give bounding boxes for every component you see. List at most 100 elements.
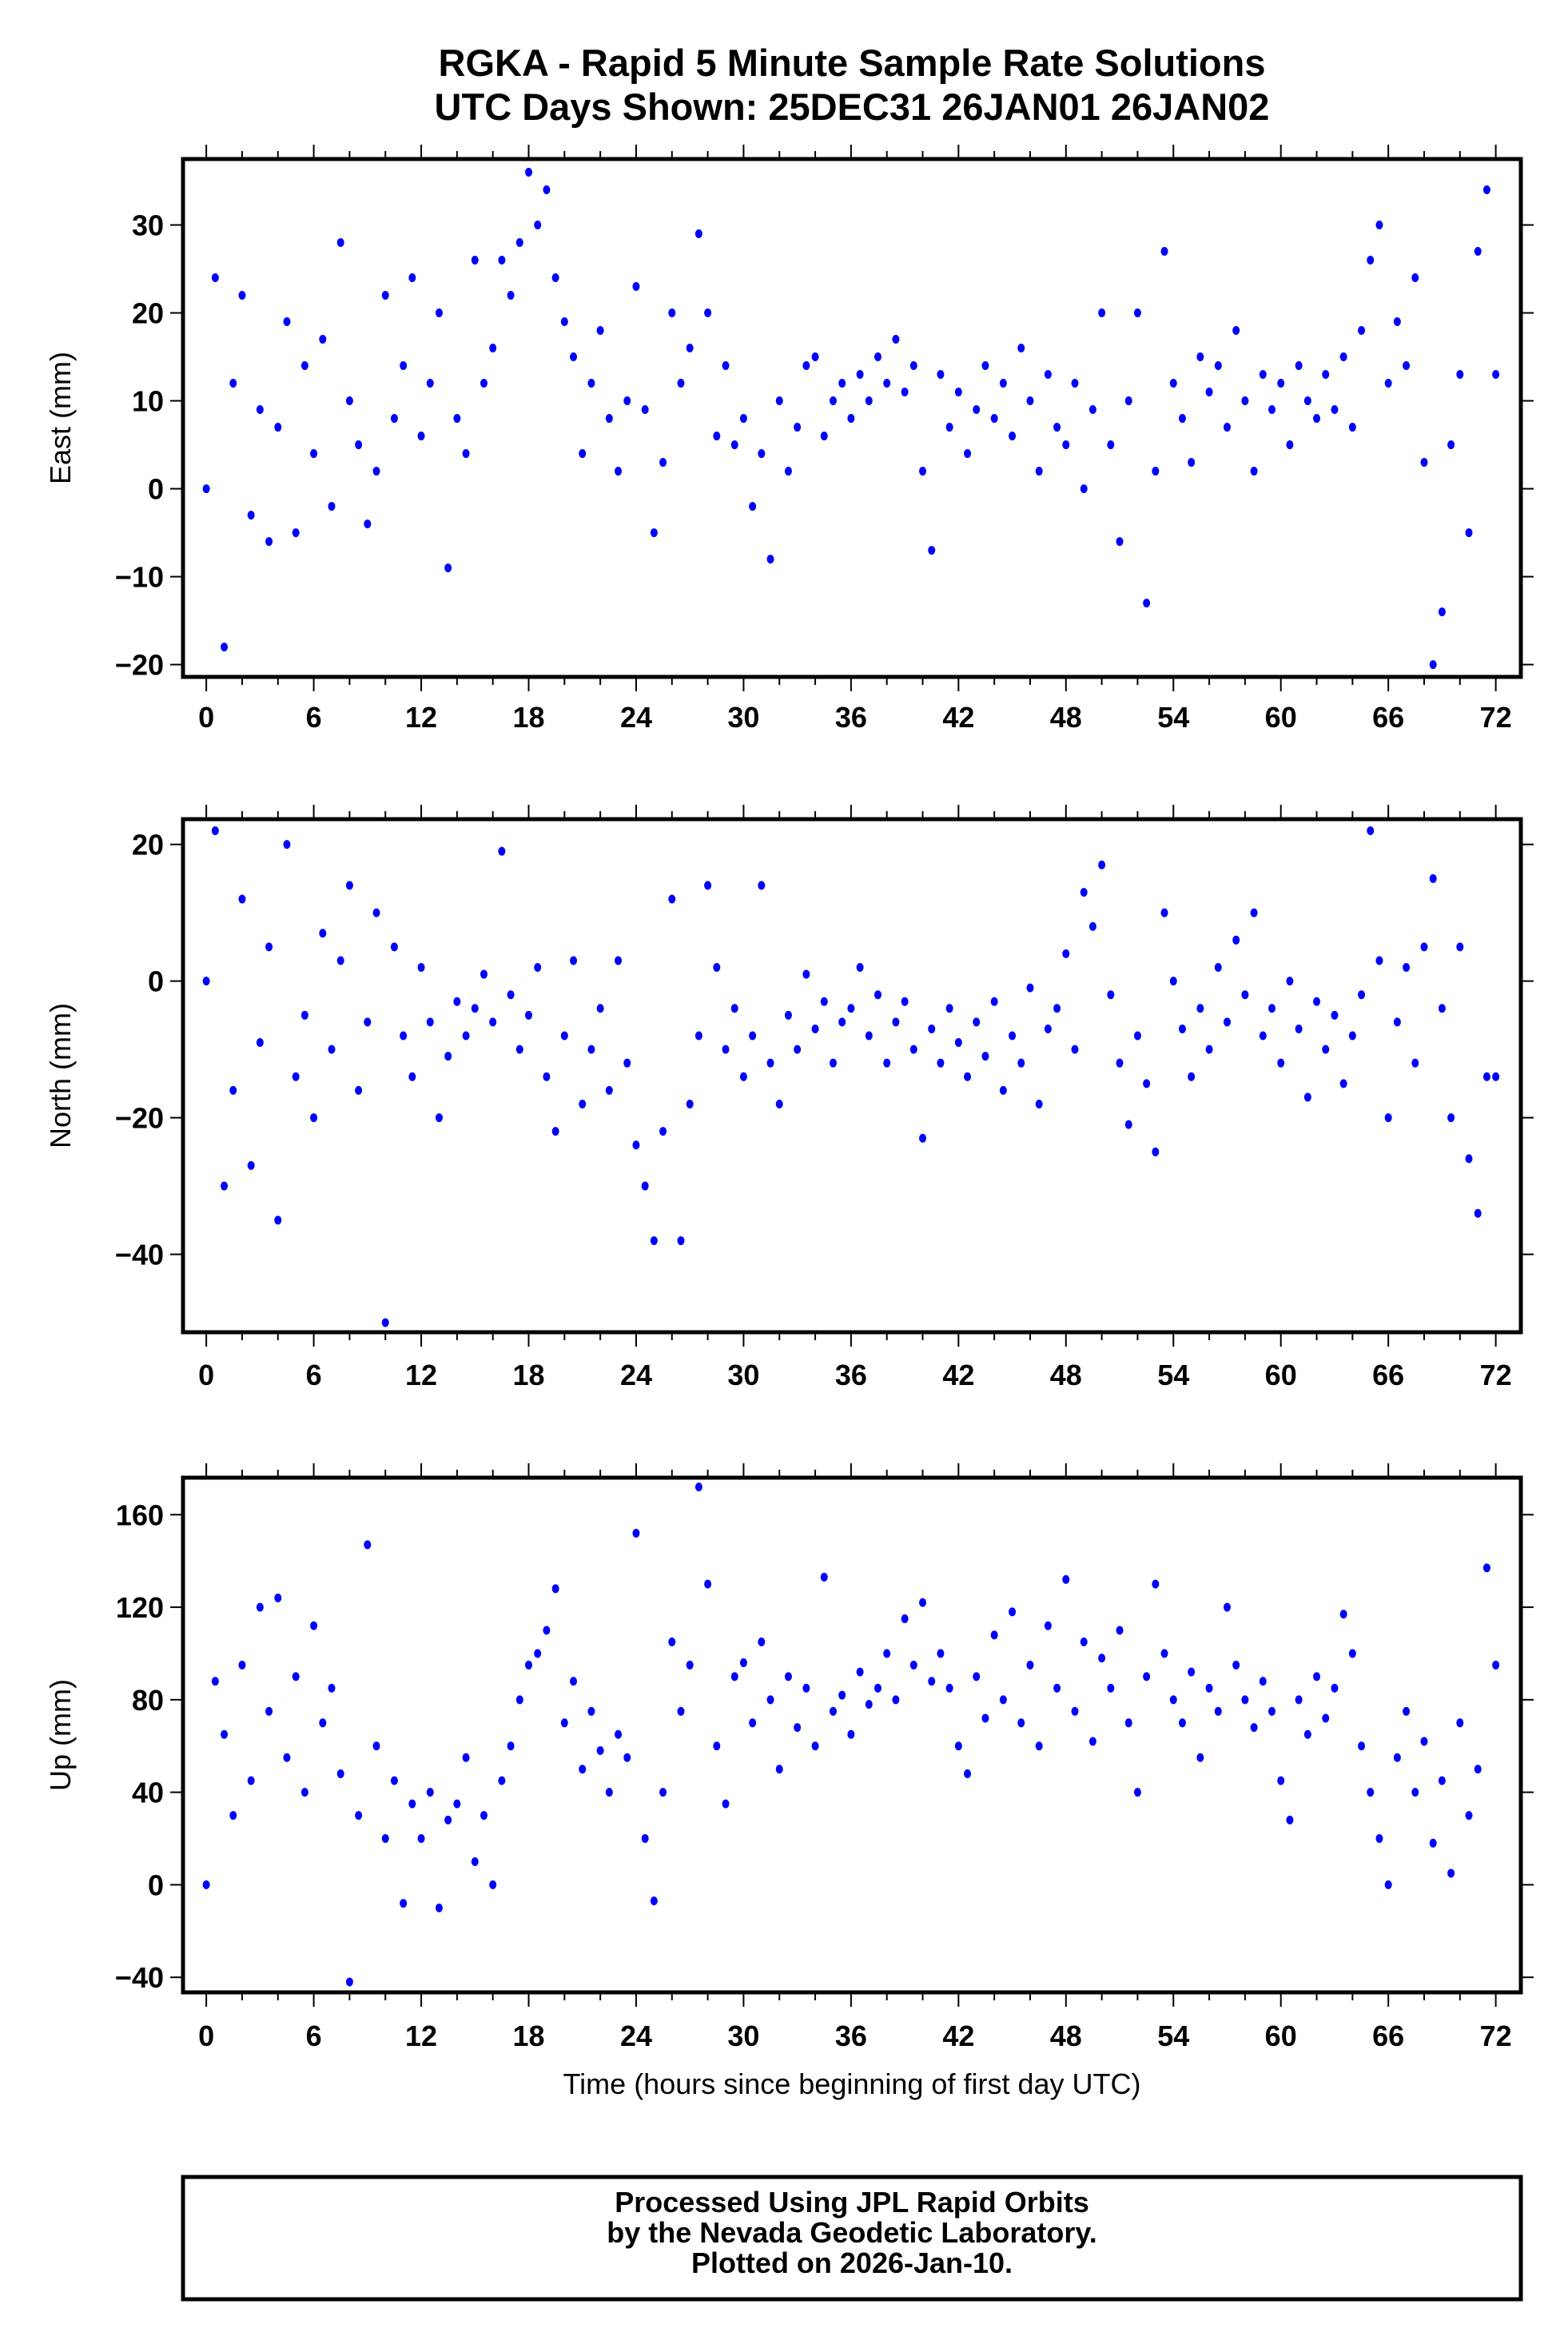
north-data-point — [909, 1045, 917, 1054]
east-data-point — [641, 405, 649, 415]
up-data-point — [856, 1667, 864, 1677]
up-data-point — [1375, 1834, 1383, 1844]
north-data-point — [1044, 1024, 1052, 1033]
north-data-point — [1358, 990, 1366, 1000]
east-data-point — [973, 405, 981, 415]
x-tick-label: 18 — [512, 2020, 544, 2052]
up-data-point — [560, 1718, 568, 1728]
north-data-point — [1088, 921, 1096, 931]
east-data-point — [856, 370, 864, 380]
east-data-point — [794, 423, 802, 432]
north-data-point — [659, 1127, 667, 1136]
up-data-point — [668, 1638, 676, 1647]
north-data-point — [1403, 963, 1411, 973]
north-data-point — [507, 990, 515, 1000]
north-data-point — [596, 1004, 604, 1013]
east-data-point — [265, 537, 273, 547]
north-data-point — [345, 881, 353, 890]
up-data-point — [435, 1903, 443, 1912]
up-data-point — [1196, 1753, 1204, 1762]
up-data-point — [1438, 1776, 1446, 1785]
x-tick-label: 66 — [1372, 2020, 1404, 2052]
east-data-point — [874, 352, 882, 362]
up-data-point — [283, 1753, 291, 1762]
east-data-point — [722, 361, 730, 371]
up-data-point — [883, 1649, 891, 1658]
east-data-point — [283, 317, 291, 327]
x-tick-label: 48 — [1050, 701, 1082, 734]
up-data-point — [570, 1677, 578, 1686]
east-data-point — [909, 361, 917, 371]
east-data-point — [668, 308, 676, 318]
up-data-point — [507, 1741, 515, 1751]
up-data-point — [1188, 1667, 1196, 1677]
east-data-point — [1331, 405, 1339, 415]
north-data-point — [1411, 1058, 1419, 1068]
north-data-point — [1017, 1058, 1025, 1068]
up-data-point — [1429, 1838, 1437, 1848]
footer-line-1: Processed Using JPL Rapid Orbits — [615, 2186, 1089, 2219]
north-data-point — [265, 942, 273, 952]
x-tick-label: 66 — [1372, 1359, 1404, 1391]
up-data-point — [408, 1799, 416, 1809]
up-data-point — [489, 1880, 497, 1889]
east-data-point — [632, 282, 640, 292]
north-data-point — [400, 1031, 408, 1041]
x-tick-label: 36 — [835, 2020, 867, 2052]
up-data-point — [1169, 1695, 1177, 1705]
east-data-point — [1303, 396, 1311, 406]
up-data-point — [937, 1649, 945, 1658]
x-tick-label: 18 — [512, 1359, 544, 1391]
east-data-point — [560, 317, 568, 327]
up-data-point — [400, 1899, 408, 1908]
x-tick-label: 48 — [1050, 1359, 1082, 1391]
up-data-point — [1143, 1672, 1151, 1681]
up-data-point — [265, 1706, 273, 1716]
up-data-point — [471, 1856, 479, 1866]
north-data-point — [1482, 1072, 1490, 1081]
north-data-point — [1286, 977, 1294, 986]
north-data-point — [1420, 942, 1428, 952]
x-tick-label: 48 — [1050, 2020, 1082, 2052]
x-tick-label: 60 — [1265, 701, 1297, 734]
east-data-point — [247, 511, 255, 520]
north-data-point — [462, 1031, 470, 1041]
north-data-point — [964, 1072, 972, 1081]
x-tick-label: 0 — [198, 2020, 214, 2052]
north-data-point — [1331, 1010, 1339, 1020]
x-tick-label: 42 — [942, 701, 974, 734]
north-data-point — [229, 1085, 237, 1095]
east-data-point — [1088, 405, 1096, 415]
east-data-point — [1017, 344, 1025, 353]
east-data-point — [579, 449, 587, 459]
up-data-point — [1062, 1574, 1070, 1584]
east-data-point — [498, 256, 506, 265]
x-tick-label: 24 — [620, 701, 652, 734]
north-data-point — [1313, 997, 1321, 1006]
up-data-point — [462, 1753, 470, 1762]
east-data-point — [1482, 185, 1490, 195]
east-data-point — [1053, 423, 1061, 432]
east-data-point — [713, 432, 721, 441]
east-data-point — [300, 361, 308, 371]
north-data-point — [435, 1113, 443, 1123]
north-data-point — [300, 1010, 308, 1020]
x-tick-label: 24 — [620, 1359, 652, 1391]
east-data-point — [1492, 370, 1500, 380]
east-data-point — [615, 467, 623, 476]
up-data-point — [229, 1811, 237, 1821]
up-data-point — [1124, 1718, 1132, 1728]
x-tick-label: 36 — [835, 701, 867, 734]
north-data-point — [1348, 1031, 1356, 1041]
up-data-point — [1250, 1723, 1258, 1733]
up-data-point — [256, 1602, 264, 1612]
east-data-point — [999, 379, 1007, 388]
up-data-point — [596, 1746, 604, 1756]
east-data-point — [605, 414, 613, 424]
east-data-point — [1009, 432, 1017, 441]
up-data-point — [704, 1579, 712, 1589]
plot-frame — [181, 157, 1523, 679]
north-data-point — [426, 1017, 434, 1027]
north-data-point — [543, 1072, 551, 1081]
up-data-point — [1178, 1718, 1186, 1728]
